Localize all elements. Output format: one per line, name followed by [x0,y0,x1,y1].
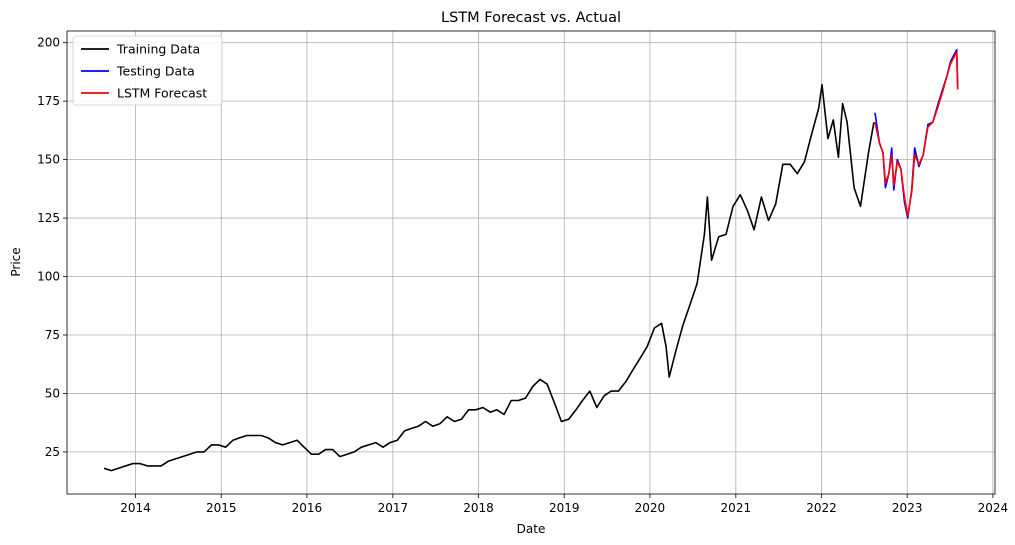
legend-label-testing-data: Testing Data [116,64,195,79]
lstm-forecast-line [874,51,959,217]
y-tick-label: 25 [45,445,60,459]
y-tick-label: 50 [45,386,60,400]
x-tick-label: 2019 [549,501,580,515]
y-tick-label: 175 [37,94,60,108]
x-tick-label: 2016 [292,501,323,515]
testing-data-line [874,48,959,219]
ticks-layer: 2014 2015 2016 2017 2018 2019 2020 2021 2022 2023… [37,36,1008,515]
y-tick-label: 125 [37,211,60,225]
x-tick-label: 2022 [806,501,837,515]
legend-label-training-data: Training Data [116,42,200,57]
y-tick-label: 100 [37,270,60,284]
y-tick-label: 150 [37,153,60,167]
series-layer [103,48,959,472]
legend-label-lstm-forecast: LSTM Forecast [117,86,207,101]
x-tick-label: 2015 [206,501,237,515]
x-tick-label: 2014 [120,501,151,515]
plot-area-frame [66,30,996,495]
y-tick-label: 75 [45,328,60,342]
x-tick-label: 2021 [721,501,752,515]
legend-box [72,35,223,106]
y-tick-label: 200 [37,36,60,50]
y-axis-label: Price [9,247,23,276]
x-tick-label: 2023 [892,501,923,515]
training-data-line [103,84,875,472]
x-tick-label: 2018 [463,501,494,515]
legend: Training Data Testing Data LSTM Forecast [72,35,223,106]
grid-layer [67,31,995,494]
x-tick-label: 2017 [378,501,409,515]
chart-title: LSTM Forecast vs. Actual [441,10,621,26]
x-axis-label: Date [517,522,546,536]
x-tick-label: 2020 [635,501,666,515]
x-tick-label: 2024 [978,501,1009,515]
